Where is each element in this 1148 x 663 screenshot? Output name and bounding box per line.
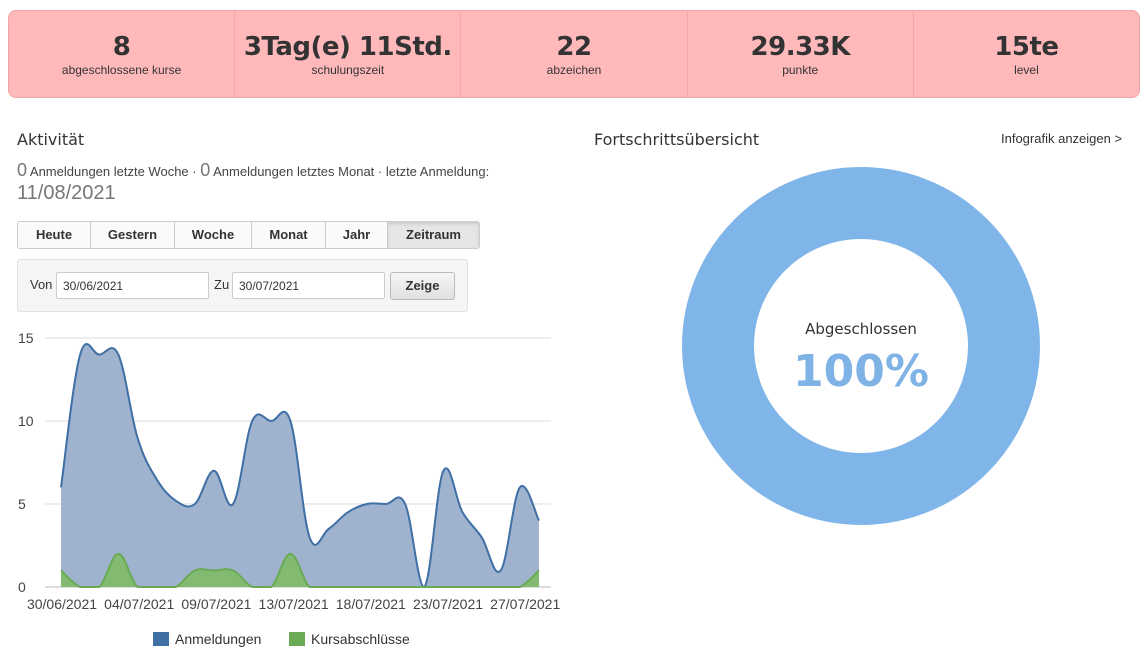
- completions-line: [60, 552, 540, 588]
- stat-value: 8: [112, 32, 131, 62]
- progress-title: Fortschrittsübersicht: [594, 130, 760, 149]
- from-date-input[interactable]: [56, 272, 209, 299]
- tab-gestern[interactable]: Gestern: [91, 222, 175, 248]
- x-tick-label: 04/07/2021: [104, 596, 174, 612]
- x-tick-label: 27/07/2021: [490, 596, 560, 612]
- stat-value: 3Tag(e) 11Std.: [243, 32, 452, 62]
- donut-center-value: 100%: [793, 346, 929, 397]
- donut-ring: [682, 167, 1040, 525]
- week-login-text: Anmeldungen letzte Woche ·: [27, 164, 201, 179]
- legend-swatch: [153, 632, 169, 646]
- y-tick-label: 15: [18, 330, 34, 346]
- stat-label: schulungszeit: [311, 63, 385, 77]
- show-button[interactable]: Zeige: [390, 272, 455, 300]
- x-tick-label: 30/06/2021: [27, 596, 97, 612]
- last-login-date: 11/08/2021: [17, 182, 116, 204]
- activity-title: Aktivität: [17, 130, 85, 149]
- tab-zeitraum[interactable]: Zeitraum: [388, 222, 479, 248]
- y-tick-label: 0: [18, 579, 26, 595]
- period-tabs: Heute Gestern Woche Monat Jahr Zeitraum: [17, 221, 480, 249]
- stat-training-time: 3Tag(e) 11Std. schulungszeit: [235, 11, 462, 97]
- logins-line: [60, 343, 540, 589]
- x-tick-label: 18/07/2021: [336, 596, 406, 612]
- to-label: Zu: [214, 277, 230, 292]
- legend-logins[interactable]: Anmeldungen: [153, 631, 261, 647]
- month-login-text: Anmeldungen letztes Monat · letzte Anmel…: [210, 164, 490, 179]
- stat-value: 22: [556, 32, 592, 62]
- tab-jahr[interactable]: Jahr: [326, 222, 388, 248]
- to-date-input[interactable]: [232, 272, 385, 299]
- legend-label: Kursabschlüsse: [311, 631, 410, 647]
- stat-label: abgeschlossene kurse: [61, 63, 182, 77]
- week-login-count: 0: [17, 160, 28, 180]
- progress-donut: [682, 167, 1040, 525]
- stat-level: 15te level: [914, 11, 1139, 97]
- stat-label: punkte: [782, 63, 819, 77]
- stats-bar: 8 abgeschlossene kurse 3Tag(e) 11Std. sc…: [8, 10, 1140, 98]
- donut-center-label: Abgeschlossen: [805, 320, 917, 338]
- stat-value: 15te: [994, 32, 1059, 62]
- month-login-count: 0: [200, 160, 211, 180]
- activity-chart: 0 5 10 15 30/06/2021 04/07/2021 09/07/2021 13/0…: [18, 330, 560, 612]
- stat-points: 29.33K punkte: [688, 11, 914, 97]
- x-tick-label: 13/07/2021: [259, 596, 329, 612]
- tab-monat[interactable]: Monat: [252, 222, 326, 248]
- y-tick-label: 5: [18, 496, 26, 512]
- logins-area: [61, 343, 539, 587]
- tab-woche[interactable]: Woche: [175, 222, 252, 248]
- x-tick-label: 23/07/2021: [413, 596, 483, 612]
- legend-swatch: [289, 632, 305, 646]
- legend-completions[interactable]: Kursabschlüsse: [289, 631, 410, 647]
- stat-badges: 22 abzeichen: [461, 11, 688, 97]
- infographic-link[interactable]: Infografik anzeigen >: [1001, 131, 1123, 146]
- stat-value: 29.33K: [750, 32, 851, 62]
- x-tick-label: 09/07/2021: [181, 596, 251, 612]
- legend-label: Anmeldungen: [175, 631, 262, 647]
- y-tick-label: 10: [18, 413, 34, 429]
- date-range-panel: Von Zu Zeige: [17, 259, 468, 312]
- tab-heute[interactable]: Heute: [18, 222, 91, 248]
- stat-label: abzeichen: [546, 63, 602, 77]
- stat-courses: 8 abgeschlossene kurse: [9, 11, 236, 97]
- stat-label: level: [1014, 63, 1039, 77]
- activity-summary: 0 Anmeldungen letzte Woche · 0 Anmeldung…: [17, 158, 537, 184]
- from-label: Von: [30, 277, 53, 292]
